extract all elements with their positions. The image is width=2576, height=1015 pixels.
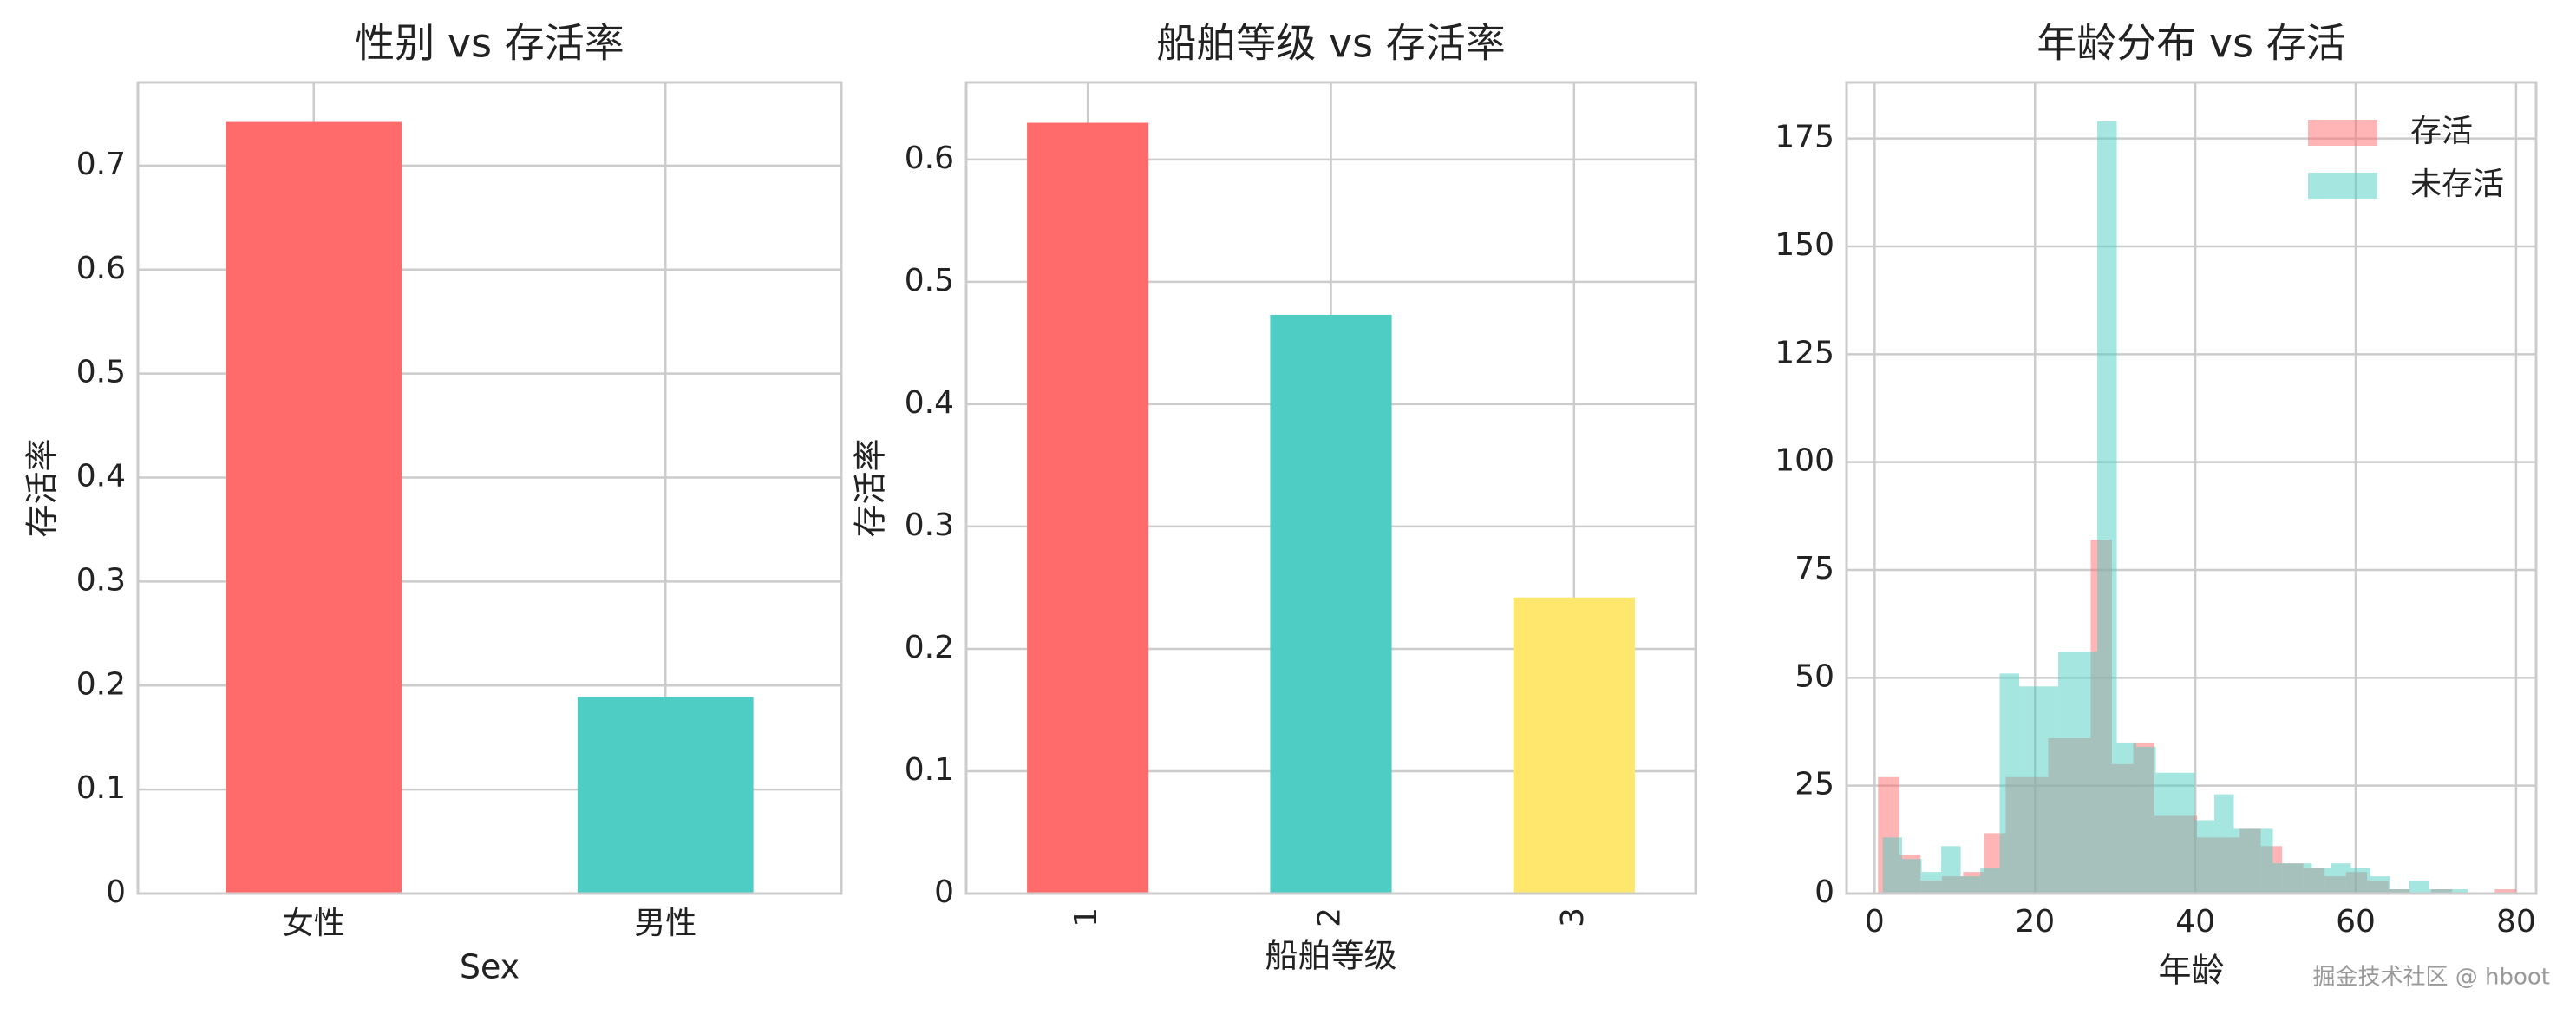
y-tick-label: 0.2 — [905, 630, 954, 665]
y-tick-label: 125 — [1775, 335, 1834, 370]
y-tick-label: 0.7 — [76, 147, 126, 182]
chart-title: 年龄分布 vs 存活 — [2037, 20, 2345, 67]
y-tick-label: 175 — [1775, 120, 1834, 155]
histogram-bar — [2252, 828, 2273, 894]
y-tick-label: 0.5 — [905, 263, 954, 298]
x-tick-label: 2 — [1312, 907, 1348, 927]
bar — [1270, 314, 1392, 894]
plot-frame — [136, 81, 843, 895]
histogram-bar — [1902, 859, 1922, 894]
histogram-bar — [2155, 772, 2176, 894]
histogram-bar — [2292, 863, 2312, 894]
plot-frame — [964, 81, 1697, 895]
x-tick-label: 60 — [2336, 904, 2376, 940]
histogram-bar — [2194, 820, 2215, 894]
x-axis-label: 船舶等级 — [1265, 937, 1396, 975]
histogram-bar — [2429, 889, 2449, 894]
histogram-bar — [1960, 876, 1981, 894]
x-axis-label: 年龄 — [2158, 952, 2224, 990]
watermark: 掘金技术社区 @ hboot — [2312, 965, 2550, 991]
y-tick-label: 0 — [934, 874, 954, 910]
bar — [1513, 597, 1635, 894]
histogram-bar — [2350, 868, 2370, 894]
histogram-bar — [2233, 828, 2253, 894]
y-tick-label: 0 — [106, 874, 126, 910]
y-tick-label: 0.2 — [76, 666, 126, 702]
x-axis-label: Sex — [460, 948, 520, 986]
y-tick-label: 50 — [1795, 658, 1834, 694]
y-tick-label: 0.3 — [905, 508, 954, 543]
histogram-bar — [2448, 889, 2468, 894]
y-tick-label: 0.1 — [76, 770, 126, 806]
x-tick-label: 80 — [2496, 904, 2536, 940]
histogram-bar — [2214, 794, 2234, 894]
plot-frame — [1845, 81, 2538, 895]
y-tick-label: 0.4 — [76, 459, 126, 494]
histogram-bar — [2175, 772, 2195, 894]
histogram-bar — [2077, 652, 2098, 894]
y-tick-label: 150 — [1775, 227, 1834, 263]
y-tick-label: 0.1 — [905, 752, 954, 788]
bar — [577, 697, 754, 894]
histogram-bar — [2494, 889, 2516, 894]
histogram-bar — [1882, 837, 1903, 894]
x-tick-label: 40 — [2175, 904, 2215, 940]
y-tick-label: 0 — [1814, 874, 1834, 910]
histogram-bar — [2311, 868, 2331, 894]
legend-swatch — [2308, 120, 2377, 146]
y-tick-label: 75 — [1795, 551, 1834, 586]
histogram-bar — [2019, 686, 2039, 894]
histogram-bar — [2116, 742, 2136, 894]
legend-swatch — [2308, 173, 2377, 199]
y-tick-label: 0.3 — [76, 562, 126, 598]
y-tick-label: 100 — [1775, 443, 1834, 479]
y-tick-label: 0.4 — [905, 385, 954, 421]
y-axis-label: 存活率 — [852, 438, 890, 537]
chart-title: 性别 vs 存活率 — [355, 20, 624, 67]
histogram-bar — [2390, 889, 2409, 894]
histogram-bar — [1980, 868, 2000, 894]
bar — [226, 121, 402, 894]
x-tick-label: 女性 — [283, 906, 345, 941]
histogram-bar — [1941, 846, 1961, 894]
x-tick-label: 1 — [1069, 907, 1104, 927]
y-tick-label: 0.6 — [76, 251, 126, 286]
histogram-bar — [2058, 652, 2078, 894]
bar — [1027, 122, 1149, 894]
y-tick-label: 0.6 — [905, 141, 954, 176]
x-tick-label: 20 — [2015, 904, 2055, 940]
histogram-bar — [2038, 686, 2059, 894]
y-tick-label: 0.5 — [76, 355, 126, 390]
x-tick-label: 0 — [1865, 904, 1885, 940]
y-tick-label: 25 — [1795, 767, 1834, 802]
x-tick-label: 3 — [1555, 907, 1591, 927]
histogram-bar — [2370, 876, 2390, 894]
histogram-bar — [2272, 863, 2292, 894]
histogram-bar — [1999, 673, 2020, 894]
y-axis-label: 存活率 — [23, 438, 62, 537]
histogram-bar — [1921, 872, 1942, 894]
legend-label: 未存活 — [2410, 167, 2504, 202]
histogram-bar — [2409, 881, 2429, 894]
legend-label: 存活 — [2410, 114, 2473, 149]
chart-title: 船舶等级 vs 存活率 — [1156, 20, 1505, 67]
histogram-bar — [2097, 121, 2117, 894]
histogram-bar — [2331, 863, 2351, 894]
x-tick-label: 男性 — [634, 906, 696, 941]
histogram-bar — [2135, 746, 2156, 894]
